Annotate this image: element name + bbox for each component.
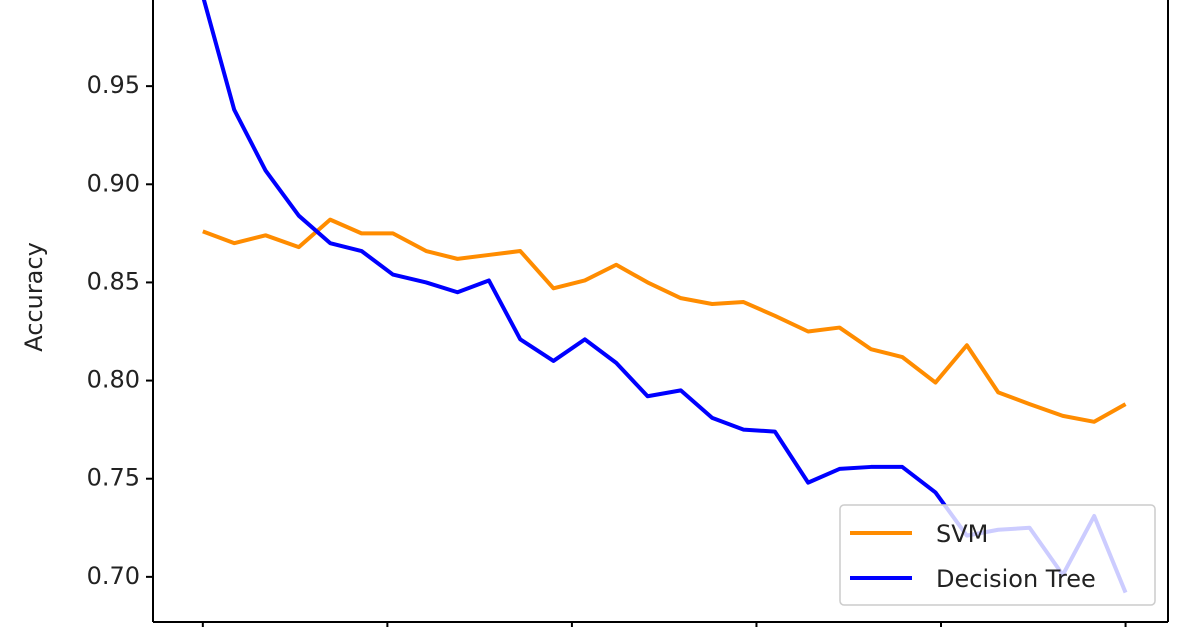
line-series <box>201 0 1128 594</box>
y-tick-label: 0.80 <box>87 366 140 394</box>
line-series <box>202 217 1127 424</box>
legend-label: SVM <box>936 520 988 548</box>
legend-box <box>839 504 1156 606</box>
y-axis-label: Accuracy <box>20 242 48 352</box>
y-tick-label: 0.90 <box>87 169 140 197</box>
y-tick-label: 0.70 <box>87 562 140 590</box>
y-tick-label: 0.85 <box>87 267 140 295</box>
y-tick-label: 0.75 <box>87 464 140 492</box>
y-tick-label: 1.00 <box>87 0 140 1</box>
y-tick-label: 0.95 <box>87 71 140 99</box>
legend-label: Decision Tree <box>936 565 1096 593</box>
